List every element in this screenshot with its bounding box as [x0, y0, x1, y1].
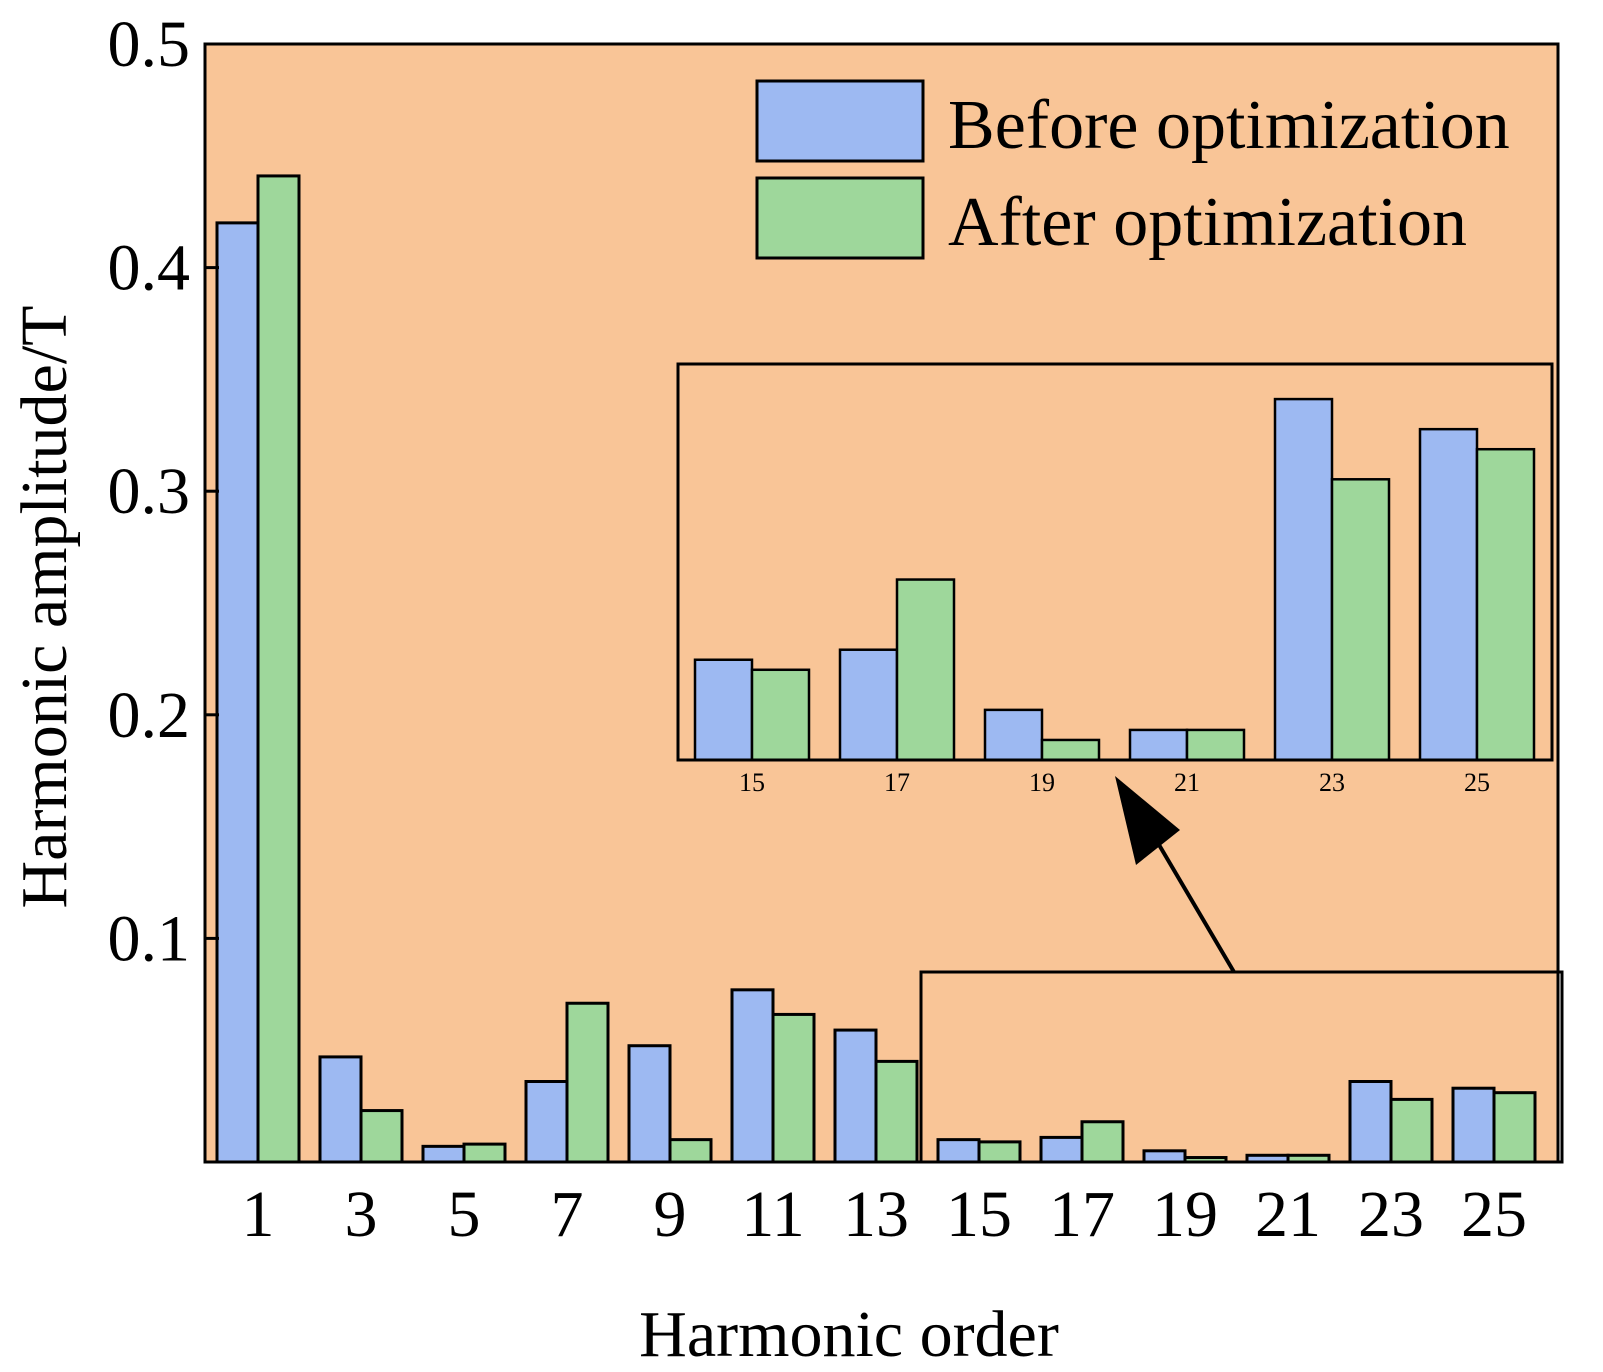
zoom-arrow-shaft [1153, 836, 1236, 974]
x-tick-label: 13 [843, 1178, 909, 1251]
x-tick-label: 11 [741, 1178, 805, 1251]
x-tick-label: 5 [448, 1178, 481, 1251]
inset-x-tick-label: 15 [739, 768, 765, 797]
legend: Before optimization After optimization [755, 79, 1510, 261]
inset-tick-labels: 15 17 19 21 23 25 [739, 768, 1490, 797]
inset-frame [676, 362, 1554, 762]
inset-bar-after-h17 [895, 578, 956, 762]
bar-before-h9 [627, 1044, 672, 1164]
bar-before-h25 [1451, 1086, 1496, 1164]
inset-bar-before-h23 [1273, 397, 1334, 762]
bar-before-h17 [1039, 1135, 1084, 1164]
bar-after-h15 [977, 1140, 1022, 1164]
bar-before-h23 [1348, 1080, 1393, 1164]
zoom-arrow-head [1115, 776, 1180, 865]
bar-before-h11 [730, 988, 775, 1164]
main-bars [215, 174, 1537, 1164]
zoom-arrow [1115, 776, 1236, 974]
x-tick-label: 17 [1049, 1178, 1115, 1251]
bar-before-h3 [318, 1055, 363, 1164]
inset-bar-after-h19 [1040, 738, 1101, 762]
x-tick-label: 3 [345, 1178, 378, 1251]
bar-after-h5 [462, 1142, 507, 1164]
legend-label-after: After optimization [948, 184, 1467, 261]
y-tick-label: 0.4 [108, 232, 191, 305]
inset-x-tick-label: 19 [1029, 768, 1055, 797]
inset-bar-after-h25 [1475, 447, 1536, 762]
inset-bar-before-h21 [1128, 728, 1189, 762]
x-tick-label: 7 [551, 1178, 584, 1251]
bar-after-h25 [1492, 1091, 1537, 1164]
inset-x-tick-label: 17 [884, 768, 910, 797]
inset-x-tick-label: 21 [1174, 768, 1200, 797]
inset-chart: 15 17 19 21 23 25 [676, 362, 1554, 797]
bar-after-h11 [771, 1012, 816, 1164]
inset-bar-after-h21 [1185, 728, 1246, 762]
bar-after-h17 [1080, 1120, 1125, 1164]
bar-before-h1 [215, 221, 260, 1164]
x-tick-label: 25 [1461, 1178, 1527, 1251]
bar-before-h19 [1142, 1149, 1187, 1164]
y-axis-title: Harmonic amplitude/T [8, 306, 81, 909]
bar-before-h7 [524, 1080, 569, 1164]
x-tick-label: 9 [654, 1178, 687, 1251]
bar-after-h13 [874, 1059, 919, 1164]
inset-x-tick-label: 23 [1319, 768, 1345, 797]
x-axis-title: Harmonic order [639, 1298, 1059, 1371]
legend-swatch-before [755, 79, 925, 163]
y-tick-label: 0.1 [108, 902, 191, 975]
inset-bar-before-h17 [838, 648, 899, 762]
inset-bar-after-h23 [1330, 478, 1391, 762]
bar-after-h1 [256, 174, 301, 1164]
x-tick-label: 15 [946, 1178, 1012, 1251]
legend-swatch-after [755, 176, 925, 260]
inset-bar-before-h25 [1418, 427, 1479, 762]
inset-bar-after-h15 [750, 668, 811, 762]
bar-after-h7 [565, 1001, 610, 1164]
bar-after-h3 [359, 1109, 404, 1164]
x-axis: 1 3 5 7 9 11 13 15 17 19 21 23 25 [242, 1178, 1528, 1251]
inset-bars [693, 397, 1536, 762]
inset-bar-before-h15 [693, 658, 754, 762]
legend-label-before: Before optimization [948, 87, 1510, 164]
inset-bar-before-h19 [983, 708, 1044, 762]
bar-before-h5 [421, 1144, 466, 1164]
bar-before-h15 [936, 1138, 981, 1164]
y-tick-label: 0.3 [108, 455, 191, 528]
bar-after-h9 [668, 1138, 713, 1164]
bar-before-h13 [833, 1028, 878, 1164]
plot-frame [203, 42, 1560, 1164]
y-axis: 0.1 0.2 0.3 0.4 0.5 [108, 8, 219, 975]
x-tick-label: 19 [1152, 1178, 1218, 1251]
y-tick-label: 0.2 [108, 679, 191, 752]
x-tick-label: 23 [1358, 1178, 1424, 1251]
x-tick-label: 1 [242, 1178, 275, 1251]
x-tick-label: 21 [1255, 1178, 1321, 1251]
y-tick-label: 0.5 [108, 8, 191, 81]
bar-after-h23 [1389, 1097, 1434, 1164]
inset-x-tick-label: 25 [1464, 768, 1490, 797]
